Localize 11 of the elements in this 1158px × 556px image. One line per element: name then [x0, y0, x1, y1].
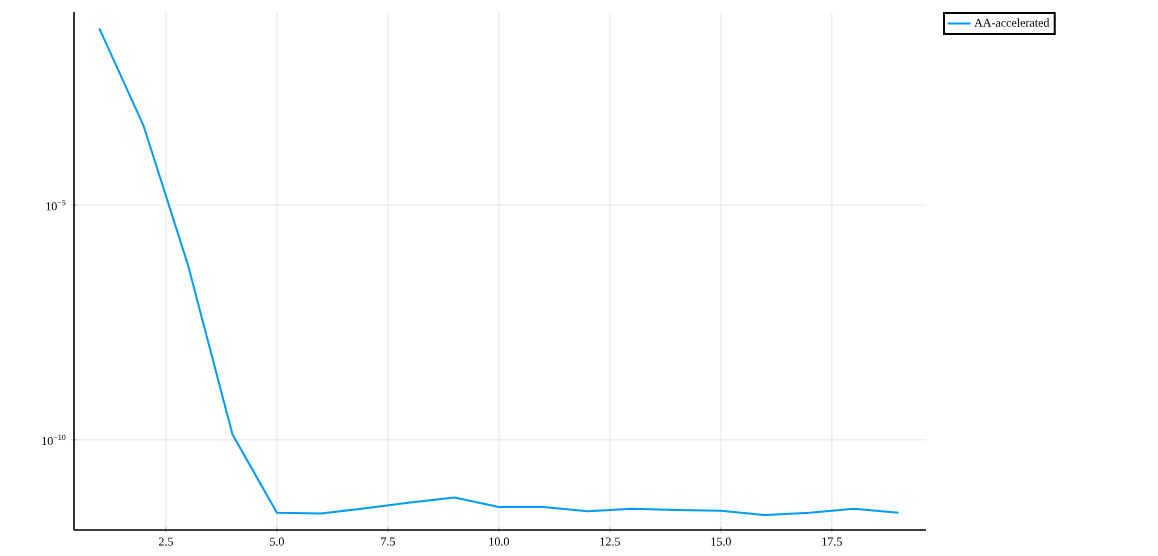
- x-tick-label: 10.0: [489, 537, 509, 546]
- x-tick-label: 12.5: [600, 537, 620, 546]
- x-tick-label: 15.0: [711, 537, 731, 546]
- line-series: [98, 27, 900, 517]
- x-tick-label: 2.5: [158, 537, 173, 546]
- x-tick-label: 7.5: [381, 537, 395, 546]
- x-tick-label: 5.0: [270, 537, 284, 546]
- x-tick-label: 17.5: [822, 537, 842, 546]
- y-tick-label: 10$^{−5}$: [46, 199, 66, 211]
- legend-label: AA-accelerated: [974, 18, 1050, 27]
- y-tick-label: 10$^{−10}$: [42, 434, 66, 446]
